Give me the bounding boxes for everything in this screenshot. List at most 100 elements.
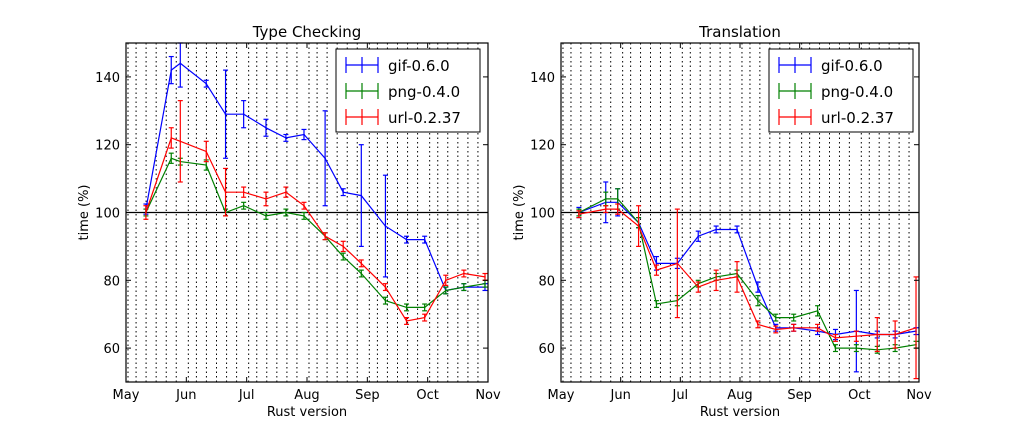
data-point <box>205 164 208 166</box>
data-point <box>224 191 227 193</box>
x-tick-label: Nov <box>475 388 501 403</box>
y-tick-label: 100 <box>530 207 555 222</box>
data-point <box>637 225 640 227</box>
data-point <box>342 245 345 248</box>
error-bar <box>791 323 797 332</box>
data-point <box>484 282 486 285</box>
error-bar <box>358 259 364 268</box>
error-bar <box>404 316 410 325</box>
error-bar <box>340 240 346 253</box>
error-bar <box>301 201 307 210</box>
error-bar <box>773 313 779 322</box>
error-bar <box>358 269 364 278</box>
error-bar <box>636 205 642 247</box>
data-point <box>775 316 777 319</box>
x-tick-label: Aug <box>294 388 319 403</box>
data-point <box>405 238 408 241</box>
error-bar <box>223 69 229 159</box>
error-bar <box>853 330 859 342</box>
legend-label: gif-0.6.0 <box>388 57 450 75</box>
legend-key-url-0.2.37 <box>345 109 379 125</box>
error-bar <box>615 203 621 215</box>
chart-title: Type Checking <box>252 23 362 41</box>
data-point <box>170 137 173 139</box>
data-point <box>655 303 658 305</box>
data-point <box>405 320 408 322</box>
error-bar <box>283 133 289 142</box>
data-point <box>757 299 759 302</box>
y-tick-label: 80 <box>103 274 120 289</box>
data-point <box>145 211 147 214</box>
x-tick-label: Sep <box>787 388 812 403</box>
error-bar <box>443 274 449 286</box>
data-point <box>616 198 619 200</box>
data-point <box>303 215 305 217</box>
error-bar <box>263 118 269 137</box>
data-point <box>855 335 858 338</box>
error-bar <box>755 281 761 293</box>
series-png-0.4.0 <box>143 152 488 312</box>
x-tick-label: Jun <box>175 388 196 403</box>
error-bar <box>832 333 838 342</box>
y-tick-label: 60 <box>538 342 555 357</box>
error-bar <box>603 205 609 214</box>
data-point <box>915 326 917 329</box>
data-point <box>792 326 795 329</box>
error-bar <box>695 281 701 293</box>
data-point <box>775 328 777 331</box>
data-point <box>736 228 738 231</box>
error-bar <box>301 211 307 220</box>
legend: gif-0.6.0 png-0.4.0 url-0.2.37 <box>768 48 914 133</box>
data-point <box>384 299 387 302</box>
panel-type-checking: 60 80 100 120 140 May Jun Jul Aug Sep Oct Nov Type C… <box>77 23 501 420</box>
data-point <box>423 238 426 241</box>
y-tick-label: 120 <box>95 139 120 154</box>
error-bar <box>168 152 174 164</box>
error-bar <box>853 344 859 353</box>
x-tick-label: Oct <box>416 388 438 403</box>
error-bar <box>203 79 209 88</box>
series-line-gif-0.6.0 <box>578 201 917 336</box>
data-point <box>242 191 245 193</box>
x-axis-label: Rust version <box>267 405 347 420</box>
error-bar <box>576 210 582 219</box>
data-point <box>170 157 173 160</box>
data-point <box>816 310 819 312</box>
data-point <box>360 194 363 197</box>
series-line-png-0.4.0 <box>578 198 917 351</box>
x-axis-label: Rust version <box>700 405 780 420</box>
error-bar <box>653 264 659 276</box>
error-bar <box>892 320 898 349</box>
error-bar <box>241 201 247 210</box>
error-bar <box>143 205 149 220</box>
error-bar <box>177 100 183 183</box>
data-point <box>265 126 267 129</box>
data-point <box>205 150 208 153</box>
data-point <box>894 333 896 336</box>
legend-key-gif-0.6.0 <box>778 57 812 73</box>
error-bar <box>340 252 346 261</box>
x-tick-label: Aug <box>727 388 752 403</box>
data-point <box>463 286 465 288</box>
data-point <box>170 69 173 71</box>
legend-key-png-0.4.0 <box>345 83 379 99</box>
error-bar <box>241 186 247 198</box>
data-point <box>360 272 363 275</box>
error-bar <box>223 167 229 217</box>
y-axis-label: time (%) <box>512 185 527 241</box>
error-bar <box>461 269 467 278</box>
series-url-0.2.37 <box>143 100 488 325</box>
x-tick-label: Sep <box>355 388 380 403</box>
data-point <box>484 276 486 278</box>
data-point <box>444 279 447 282</box>
error-bar <box>422 235 428 244</box>
legend-key-url-0.2.37 <box>778 109 812 125</box>
data-point <box>360 262 363 265</box>
legend-label: png-0.4.0 <box>821 83 893 101</box>
error-bar <box>913 276 919 380</box>
data-point <box>715 228 717 231</box>
data-point <box>757 323 759 326</box>
data-point <box>384 286 387 288</box>
series-line-url-0.2.37 <box>578 208 917 339</box>
data-point <box>265 198 267 200</box>
